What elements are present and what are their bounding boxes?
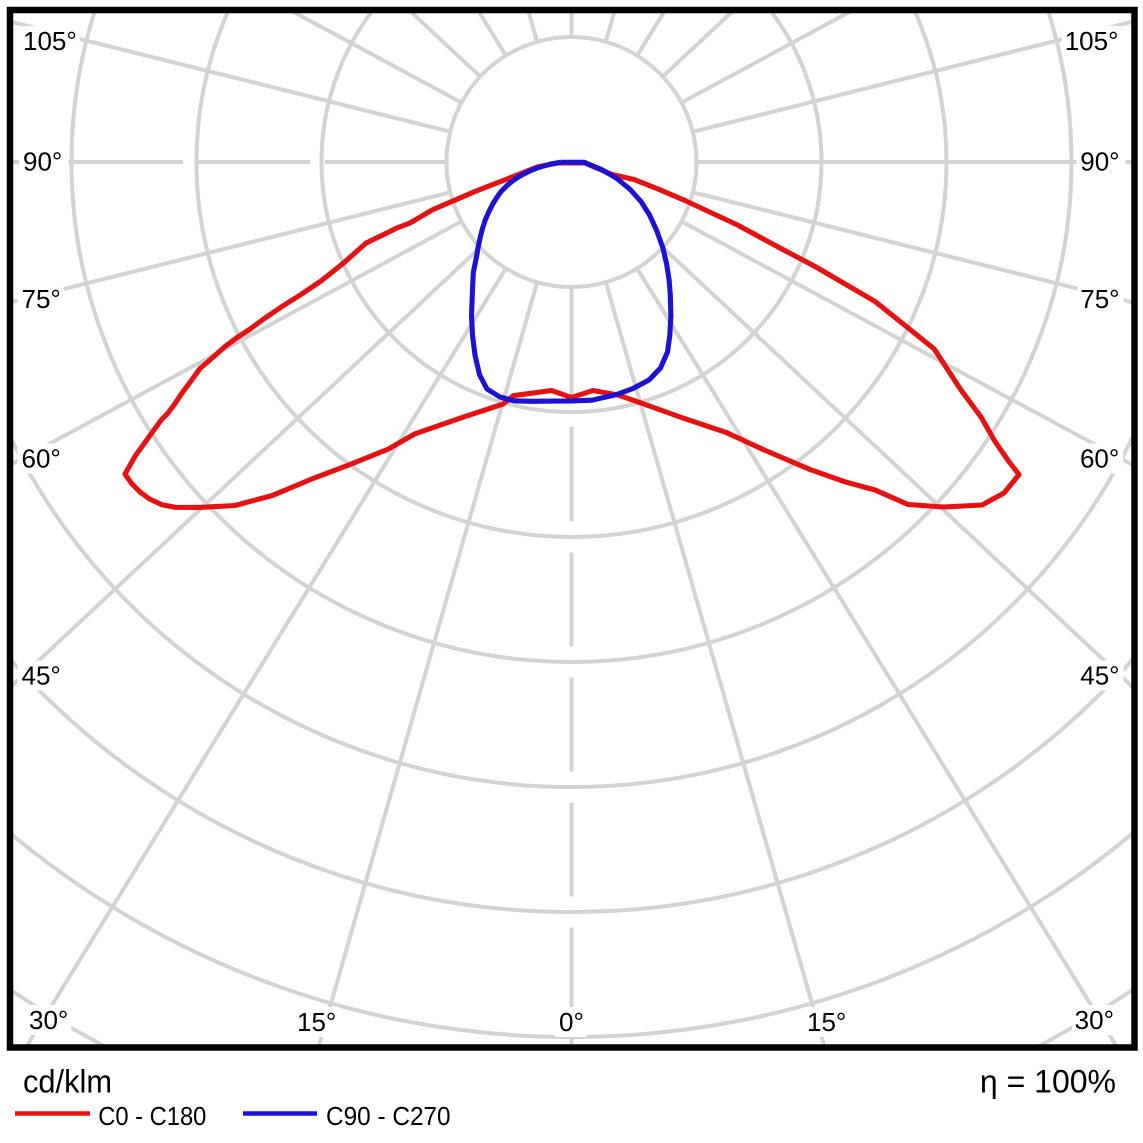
svg-text:30°: 30°: [1075, 1005, 1114, 1035]
svg-text:0°: 0°: [559, 1007, 584, 1037]
svg-text:60°: 60°: [1080, 444, 1119, 474]
svg-text:105°: 105°: [23, 26, 77, 56]
svg-text:60°: 60°: [22, 444, 61, 474]
svg-text:45°: 45°: [22, 661, 61, 691]
svg-text:105°: 105°: [1065, 26, 1119, 56]
svg-text:15°: 15°: [807, 1007, 846, 1037]
svg-text:cd/klm: cd/klm: [23, 1064, 112, 1100]
svg-text:15°: 15°: [297, 1007, 336, 1037]
svg-text:η = 100%: η = 100%: [980, 1064, 1116, 1100]
svg-text:30°: 30°: [29, 1005, 68, 1035]
svg-text:C0 - C180: C0 - C180: [98, 1101, 206, 1131]
svg-text:75°: 75°: [22, 284, 61, 314]
svg-text:90°: 90°: [1080, 147, 1119, 177]
svg-text:75°: 75°: [1080, 284, 1119, 314]
svg-text:90°: 90°: [23, 147, 62, 177]
svg-text:45°: 45°: [1080, 661, 1119, 691]
svg-text:C90 - C270: C90 - C270: [326, 1101, 451, 1131]
